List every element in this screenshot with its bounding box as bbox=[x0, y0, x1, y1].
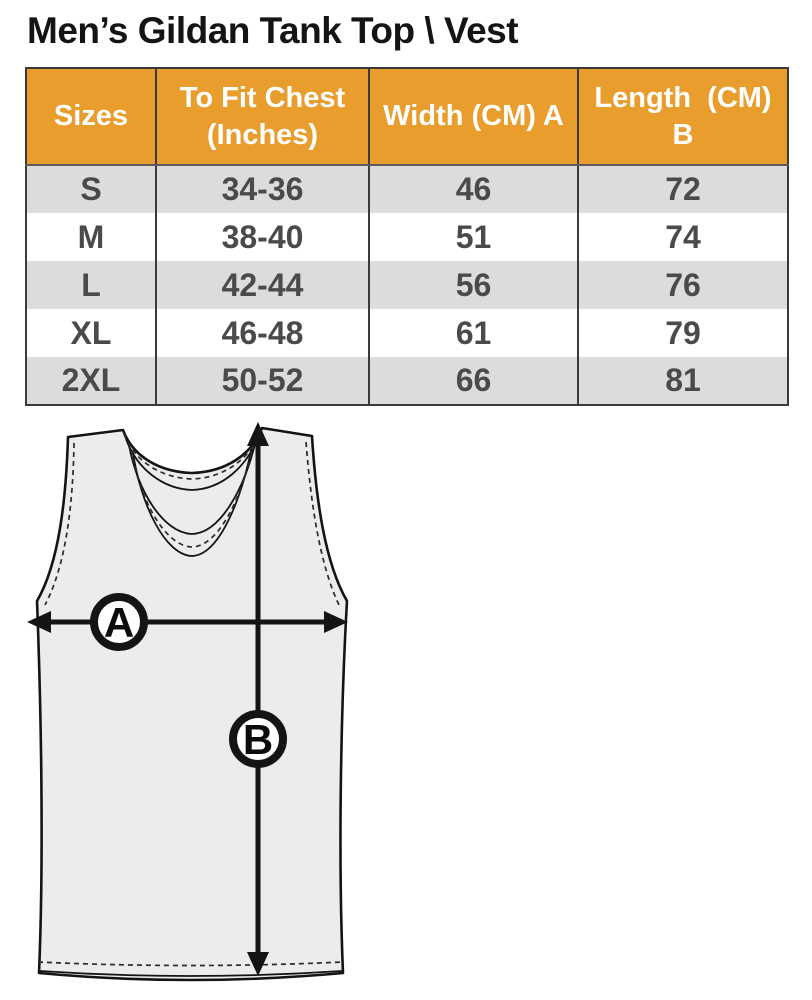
page-title: Men’s Gildan Tank Top \ Vest bbox=[27, 10, 519, 51]
size-cell: M bbox=[77, 218, 105, 255]
size-cell: L bbox=[81, 266, 101, 303]
width-marker-circle bbox=[90, 593, 148, 651]
length-cell: 79 bbox=[577, 309, 788, 357]
column-header-sizes: Sizes bbox=[26, 68, 156, 166]
tank-top-outline bbox=[35, 426, 349, 982]
column-header-width: Width (CM) A bbox=[368, 68, 578, 166]
length-cell: 81 bbox=[577, 357, 788, 405]
back-neckline-band-seam bbox=[132, 445, 253, 557]
tank-top-measurement-diagram: A B bbox=[27, 422, 349, 982]
left-armhole-stitch-line bbox=[44, 442, 75, 606]
length-cell: 76 bbox=[577, 261, 788, 309]
column-header-length: Length (CM) B bbox=[577, 68, 788, 166]
chest-cell: 38-40 bbox=[155, 213, 369, 261]
length-measure-arrow bbox=[247, 422, 269, 976]
hem-stitch-line bbox=[37, 961, 344, 967]
size-cell: S bbox=[80, 171, 102, 207]
length-cell: 72 bbox=[577, 165, 788, 213]
length-cell: 74 bbox=[577, 213, 788, 261]
width-cell: 66 bbox=[368, 357, 578, 405]
table-row: L 42-44 56 76 bbox=[26, 261, 788, 309]
table-row: 2XL 50-52 66 81 bbox=[26, 357, 788, 405]
width-cell: 46 bbox=[368, 165, 578, 213]
table-row: S 34-36 46 72 bbox=[26, 165, 788, 213]
chest-cell: 50-52 bbox=[155, 357, 369, 405]
width-marker-label: A bbox=[104, 599, 134, 646]
size-cell: XL bbox=[70, 314, 112, 351]
back-neckline-stitch-line bbox=[130, 442, 255, 548]
table-header-row: Sizes To Fit Chest (Inches) Width (CM) A… bbox=[26, 68, 788, 166]
width-cell: 56 bbox=[368, 261, 578, 309]
chest-cell: 34-36 bbox=[155, 165, 369, 213]
column-header-chest: To Fit Chest (Inches) bbox=[155, 68, 369, 166]
length-marker-label: B bbox=[243, 716, 273, 763]
chest-cell: 42-44 bbox=[155, 261, 369, 309]
hem-edge-seam bbox=[39, 970, 343, 977]
width-cell: 51 bbox=[368, 213, 578, 261]
chest-cell: 46-48 bbox=[155, 309, 369, 357]
width-measure-arrow bbox=[27, 611, 348, 633]
table-row: XL 46-48 61 79 bbox=[26, 309, 788, 357]
table-row: M 38-40 51 74 bbox=[26, 213, 788, 261]
collar-band-seam bbox=[125, 434, 260, 491]
width-cell: 61 bbox=[368, 309, 578, 357]
right-armhole-stitch-line bbox=[305, 441, 340, 606]
length-marker-circle bbox=[229, 710, 287, 768]
size-cell: 2XL bbox=[61, 362, 121, 398]
size-chart-table: Sizes To Fit Chest (Inches) Width (CM) A… bbox=[25, 67, 789, 406]
